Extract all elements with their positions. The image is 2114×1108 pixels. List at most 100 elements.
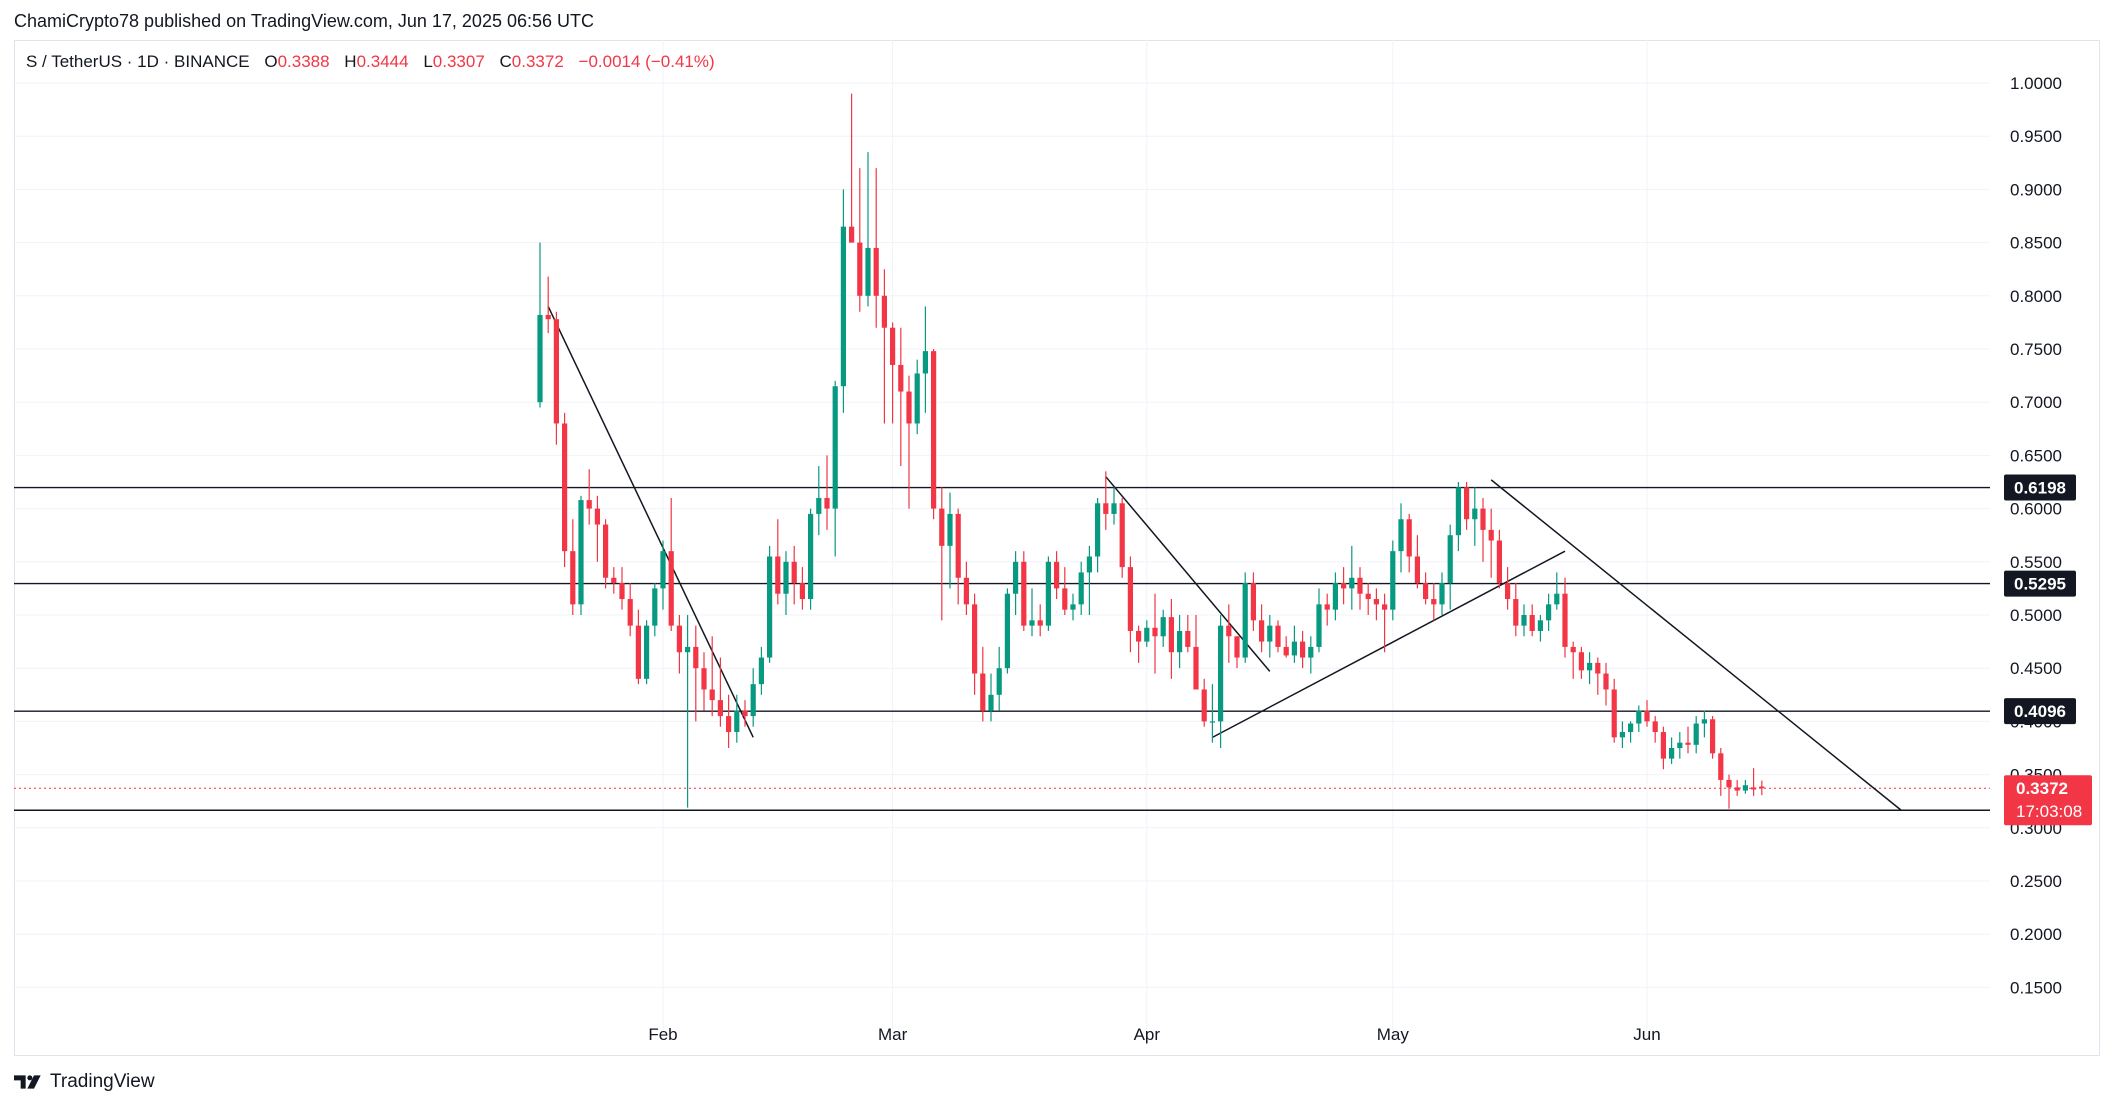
candle[interactable] [832, 380, 838, 557]
candle[interactable] [1619, 721, 1625, 748]
candle[interactable] [1726, 774, 1732, 809]
candle[interactable] [931, 349, 937, 520]
candle[interactable] [1004, 588, 1010, 674]
candle[interactable] [1718, 748, 1724, 796]
candle[interactable] [1250, 572, 1256, 631]
candle[interactable] [1070, 593, 1076, 621]
candle[interactable] [545, 276, 551, 334]
candle[interactable] [1242, 572, 1248, 663]
candle[interactable] [1398, 503, 1404, 573]
trendline[interactable] [1490, 479, 1902, 811]
candle[interactable] [1693, 716, 1699, 754]
candle[interactable] [1193, 615, 1199, 690]
candle[interactable] [988, 673, 994, 722]
candle[interactable] [816, 466, 822, 536]
candle[interactable] [1742, 779, 1748, 794]
candle[interactable] [1496, 529, 1502, 589]
candle[interactable] [1636, 705, 1642, 733]
candle[interactable] [1439, 572, 1445, 615]
candle[interactable] [1226, 604, 1232, 663]
candle[interactable] [1529, 604, 1535, 637]
candle[interactable] [1291, 625, 1297, 663]
candle[interactable] [1652, 716, 1658, 743]
candle[interactable] [1218, 615, 1224, 748]
tradingview-brand[interactable]: TradingView [14, 1071, 155, 1093]
candle[interactable] [1546, 593, 1552, 631]
candle[interactable] [775, 519, 781, 605]
candle[interactable] [1751, 768, 1757, 796]
candle[interactable] [553, 311, 559, 445]
candle[interactable] [594, 495, 600, 562]
candle[interactable] [1587, 652, 1593, 685]
candle[interactable] [1644, 700, 1650, 727]
candle[interactable] [1111, 487, 1117, 525]
candle[interactable] [767, 545, 773, 663]
candle[interactable] [1316, 588, 1322, 653]
candle[interactable] [1472, 487, 1478, 546]
candle[interactable] [1341, 567, 1347, 605]
candle[interactable] [603, 519, 609, 589]
candle[interactable] [1710, 716, 1716, 759]
candle[interactable] [701, 652, 707, 711]
candle[interactable] [1701, 710, 1707, 738]
candle[interactable] [611, 567, 617, 594]
candle[interactable] [1677, 732, 1683, 759]
candle[interactable] [939, 487, 945, 621]
candle[interactable] [1562, 577, 1568, 658]
candle[interactable] [890, 322, 896, 424]
candle[interactable] [947, 492, 953, 589]
candle[interactable] [808, 508, 814, 610]
candle[interactable] [1283, 636, 1289, 658]
candle[interactable] [996, 646, 1002, 711]
candle[interactable] [1480, 497, 1486, 562]
candle[interactable] [1177, 615, 1183, 669]
candle[interactable] [1390, 540, 1396, 621]
candle[interactable] [1603, 662, 1609, 706]
candle[interactable] [652, 583, 658, 637]
candle[interactable] [840, 189, 846, 413]
candle[interactable] [644, 620, 650, 685]
candle[interactable] [980, 646, 986, 722]
candle[interactable] [717, 657, 723, 727]
candle[interactable] [1078, 561, 1084, 615]
candle[interactable] [1513, 583, 1519, 637]
candle[interactable] [1349, 545, 1355, 610]
candle[interactable] [1332, 572, 1338, 621]
candle[interactable] [1201, 678, 1207, 727]
candle[interactable] [668, 497, 674, 631]
candle[interactable] [676, 615, 682, 674]
candle[interactable] [922, 306, 928, 413]
candle[interactable] [742, 700, 748, 727]
candle[interactable] [1660, 726, 1666, 770]
candle[interactable] [824, 455, 830, 530]
candle[interactable] [1209, 684, 1215, 743]
candle[interactable] [1021, 551, 1027, 631]
candle[interactable] [562, 412, 568, 568]
candle[interactable] [1488, 508, 1494, 578]
candle[interactable] [627, 583, 633, 637]
candle[interactable] [1455, 482, 1461, 552]
candle[interactable] [1554, 572, 1560, 610]
candle[interactable] [1669, 737, 1675, 764]
candle[interactable] [1521, 604, 1527, 637]
candle[interactable] [1537, 615, 1543, 642]
candle[interactable] [1365, 583, 1371, 615]
candle[interactable] [1300, 630, 1306, 669]
trendline[interactable] [1212, 550, 1566, 739]
candle[interactable] [1103, 471, 1109, 530]
candle[interactable] [1423, 572, 1429, 605]
candle[interactable] [1127, 556, 1133, 653]
candle[interactable] [1259, 604, 1265, 653]
price-axis[interactable]: 1.0000 0.9500 0.9000 0.8500 0.8000 0.7500 0.70… [2010, 74, 2062, 997]
candle[interactable] [881, 269, 887, 424]
candle[interactable] [1324, 593, 1330, 626]
candle[interactable] [963, 561, 969, 615]
candle[interactable] [1086, 545, 1092, 615]
candle[interactable] [1045, 556, 1051, 631]
candle[interactable] [865, 152, 871, 307]
candle[interactable] [1759, 780, 1765, 796]
candle[interactable] [783, 551, 789, 615]
candle[interactable] [1054, 551, 1060, 600]
candle[interactable] [1447, 524, 1453, 610]
candle[interactable] [1119, 497, 1125, 578]
